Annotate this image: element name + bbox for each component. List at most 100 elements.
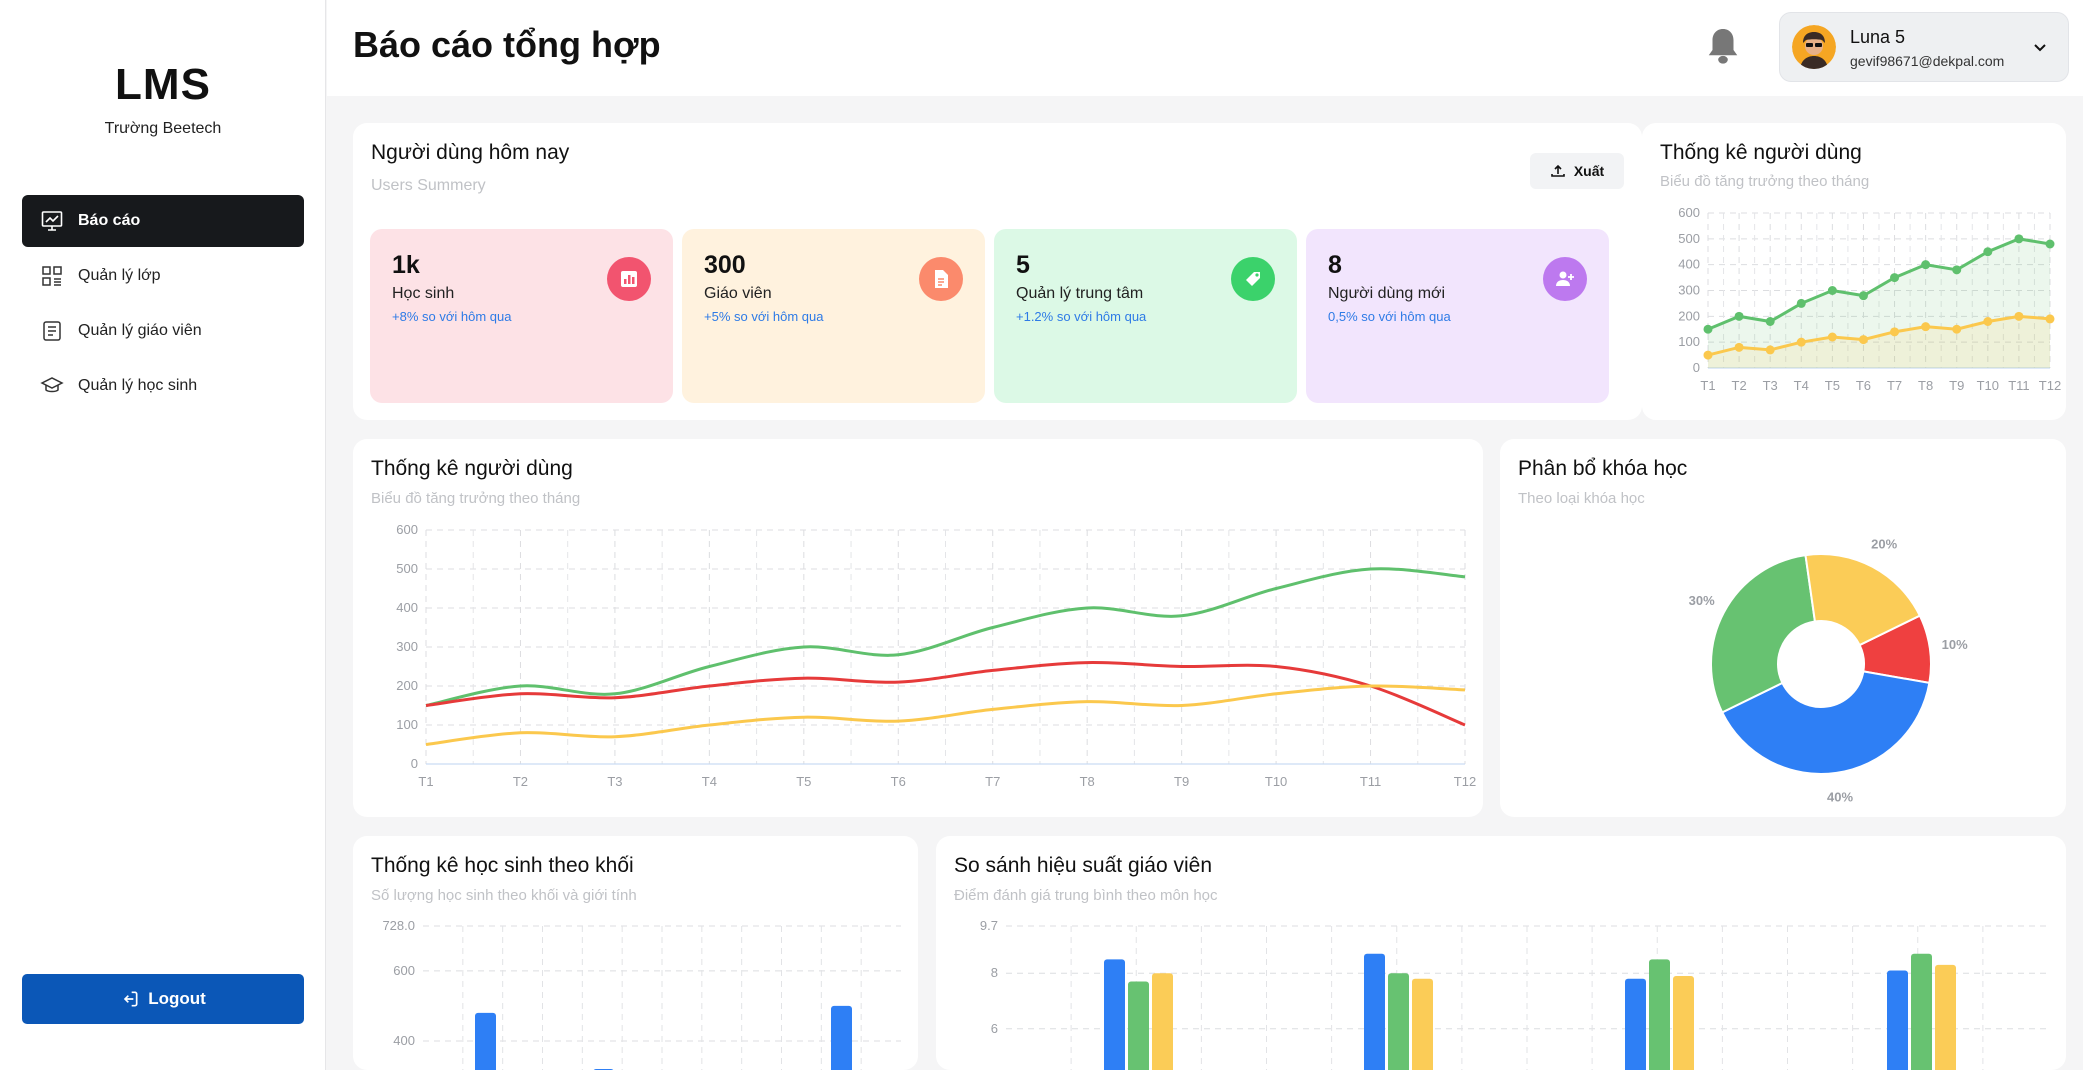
document-icon: [43, 321, 61, 341]
stat-label: Giáo viên: [704, 285, 772, 302]
export-button[interactable]: Xuất: [1530, 153, 1624, 189]
y-tick-label: 400: [393, 1033, 415, 1048]
x-tick-label: T10: [1265, 774, 1287, 789]
pie-slice: [1720, 670, 1931, 775]
user-growth-mini-chart: 0 100 200 300 400 500 600 T1 T2 T3 T4 T5 T6 T7 T8 T9 T10…: [1678, 205, 2061, 393]
stat-value: 300: [704, 251, 746, 279]
data-point: [1952, 265, 1962, 275]
card-subtitle: Users Summery: [371, 177, 486, 194]
series-area: [1708, 316, 2050, 368]
graduation-cap-icon: [40, 377, 64, 393]
user-menu[interactable]: Luna 5 gevif98671@dekpal.com: [1779, 12, 2069, 82]
user-growth-line-chart: 0 100 200 300 400 500 600 T1 T2 T3 T4 T5 T6 T7 T8 T9 T10…: [396, 522, 1476, 789]
y-tick-label: 200: [1678, 308, 1700, 323]
stat-label: Quản lý trung tâm: [1016, 285, 1144, 302]
y-tick-label: 728.0: [382, 918, 415, 933]
y-tick-label: 600: [396, 522, 418, 537]
stat-value: 1k: [392, 251, 420, 279]
series-line: [1707, 314, 2051, 357]
bar: [475, 1012, 496, 1070]
data-point: [1703, 350, 1713, 360]
x-tick-label: T7: [1887, 378, 1902, 393]
x-tick-label: T2: [513, 774, 528, 789]
card-subtitle: Biểu đồ tăng trưởng theo tháng: [371, 490, 581, 507]
user-name: Luna 5: [1850, 27, 1906, 47]
data-point: [1858, 291, 1868, 301]
course-distribution-donut: 10% 40% 30% 20%: [1689, 537, 1968, 805]
card-subtitle: Số lượng học sinh theo khối và giới tính: [371, 887, 637, 904]
y-tick-label: 100: [396, 717, 418, 732]
bar: [1412, 978, 1433, 1070]
data-point: [1765, 345, 1775, 355]
y-tick-label: 100: [1678, 334, 1700, 349]
bar: [831, 1005, 852, 1070]
x-tick-label: T11: [2008, 378, 2029, 393]
y-tick-label: 300: [1678, 283, 1700, 298]
sidebar-item-teachers[interactable]: Quản lý giáo viên: [22, 305, 304, 357]
user-stats-mini-card: Thống kê người dùng Biểu đồ tăng trưởng …: [1642, 123, 2066, 420]
card-subtitle: Biểu đồ tăng trưởng theo tháng: [1660, 173, 1870, 190]
bell-icon[interactable]: [1705, 26, 1741, 68]
upload-icon: [1551, 164, 1565, 177]
students-by-grade-card: Thống kê học sinh theo khối Số lượng học…: [353, 836, 918, 1070]
data-point: [1734, 311, 1744, 321]
x-tick-label: T5: [1825, 378, 1840, 393]
series-line: [425, 567, 1466, 707]
y-tick-label: 9.7: [980, 918, 998, 933]
data-point: [1921, 260, 1931, 270]
x-tick-label: T3: [607, 774, 622, 789]
stat-change: 0,5% so với hôm qua: [1328, 309, 1451, 324]
logout-icon: [124, 991, 138, 1007]
bar: [1649, 959, 1670, 1070]
x-tick-label: T11: [1360, 774, 1381, 789]
x-tick-label: T5: [796, 774, 811, 789]
x-tick-label: T4: [702, 774, 717, 789]
bar: [1625, 978, 1646, 1070]
logout-button[interactable]: Logout: [22, 974, 304, 1024]
x-tick-label: T2: [1732, 378, 1747, 393]
data-point: [2045, 239, 2055, 249]
stat-card-students: 1k Học sinh +8% so với hôm qua: [370, 229, 673, 403]
y-tick-label: 500: [396, 561, 418, 576]
stat-change: +8% so với hôm qua: [392, 309, 512, 324]
pie-slice: [1710, 553, 1817, 714]
sidebar-item-reports[interactable]: Báo cáo: [22, 195, 304, 247]
sidebar-item-label: Báo cáo: [78, 212, 141, 229]
card-title: Thống kê người dùng: [371, 457, 573, 480]
teacher-performance-card: So sánh hiệu suất giáo viên Điểm đánh gi…: [936, 836, 2066, 1070]
user-email: gevif98671@dekpal.com: [1850, 53, 2005, 69]
data-point: [1765, 317, 1775, 326]
data-point: [1827, 286, 1837, 295]
x-tick-label: T1: [1700, 378, 1715, 393]
sidebar-item-classes[interactable]: Quản lý lớp: [22, 250, 304, 302]
bar: [1104, 959, 1125, 1070]
sidebar-item-students[interactable]: Quản lý học sinh: [22, 360, 304, 412]
data-point: [1703, 324, 1713, 334]
x-tick-label: T9: [1174, 774, 1189, 789]
y-tick-label: 600: [1678, 205, 1700, 220]
card-title: Phân bổ khóa học: [1518, 457, 1688, 480]
logout-label: Logout: [148, 989, 206, 1008]
pie-slice: [1804, 553, 1922, 647]
sidebar-item-label: Quản lý giáo viên: [78, 322, 202, 339]
bar: [1935, 964, 1956, 1070]
user-plus-icon: [1543, 257, 1587, 301]
stat-change: +5% so với hôm qua: [704, 309, 824, 324]
card-title: So sánh hiệu suất giáo viên: [954, 854, 1213, 877]
pie-slice-label: 10%: [1942, 637, 1968, 652]
stat-value: 5: [1016, 251, 1030, 279]
sidebar-item-label: Quản lý học sinh: [78, 377, 198, 394]
x-tick-label: T6: [891, 774, 906, 789]
data-point: [1890, 273, 1900, 283]
grid-icon: [42, 266, 62, 286]
data-point: [2014, 311, 2024, 321]
pie-slice-label: 20%: [1871, 537, 1897, 552]
y-tick-label: 8: [991, 965, 998, 980]
stat-card-new-users: 8 Người dùng mới 0,5% so với hôm qua: [1306, 229, 1609, 403]
chevron-down-icon[interactable]: [2028, 35, 2052, 59]
card-title: Người dùng hôm nay: [371, 141, 570, 164]
x-tick-label: T3: [1763, 378, 1778, 393]
series-line: [425, 684, 1466, 746]
x-tick-label: T12: [1454, 774, 1476, 789]
x-tick-label: T7: [985, 774, 1000, 789]
